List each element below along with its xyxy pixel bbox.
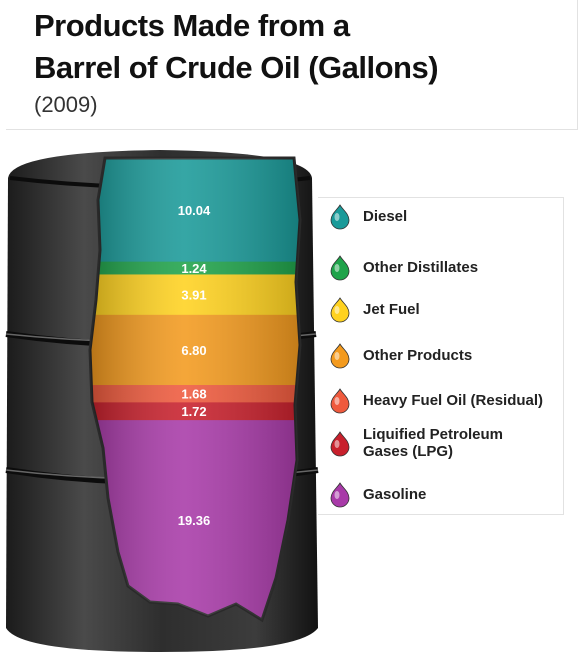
legend-drop-shine (334, 306, 340, 314)
legend-label: Jet Fuel (363, 301, 420, 318)
legend-item: Liquified Petroleum Gases (LPG) (330, 426, 503, 460)
legend-drop-shine (334, 397, 340, 405)
legend-drop-icon (330, 255, 350, 281)
legend-label: Diesel (363, 208, 407, 225)
value-label: 1.72 (181, 404, 206, 419)
value-label: 3.91 (181, 288, 206, 303)
legend-item: Heavy Fuel Oil (Residual) (330, 388, 543, 414)
legend-drop-icon (330, 482, 350, 508)
legend-drop-icon (330, 204, 350, 230)
chart-subtitle: (2009) (34, 92, 98, 117)
value-label: 6.80 (181, 343, 206, 358)
legend-item: Other Products (330, 343, 472, 369)
legend-label: Gasoline (363, 486, 426, 503)
legend-label: Other Distillates (363, 259, 478, 276)
legend-drop-shine (334, 213, 340, 221)
value-label: 10.04 (178, 203, 211, 218)
legend-item: Diesel (330, 204, 407, 230)
chart-title-line-2: Barrel of Crude Oil (Gallons) (34, 50, 439, 85)
value-label: 1.68 (181, 387, 206, 402)
legend-drop-shine (334, 440, 340, 448)
legend: Diesel Other Distillates Jet Fuel Other Pro… (330, 204, 543, 508)
legend-drop-icon (330, 343, 350, 369)
legend-item: Gasoline (330, 482, 426, 508)
legend-drop-icon (330, 388, 350, 414)
legend-item: Other Distillates (330, 255, 478, 281)
value-labels: 10.04 1.24 3.91 6.80 1.68 1.72 19.36 (178, 203, 211, 528)
value-label: 19.36 (178, 513, 211, 528)
legend-label: Heavy Fuel Oil (Residual) (363, 392, 543, 409)
legend-drop-shine (334, 491, 340, 499)
legend-label: Other Products (363, 347, 472, 364)
legend-item: Jet Fuel (330, 297, 420, 323)
value-label: 1.24 (181, 261, 207, 276)
title-panel (6, 0, 578, 130)
chart-title-line-1: Products Made from a (34, 8, 350, 43)
legend-panel (318, 197, 564, 515)
legend-drop-shine (334, 264, 340, 272)
legend-label: Liquified Petroleum Gases (LPG) (363, 426, 503, 460)
legend-drop-icon (330, 297, 350, 323)
cutaway-sheen (90, 158, 300, 620)
legend-drop-icon (330, 431, 350, 457)
legend-drop-shine (334, 352, 340, 360)
